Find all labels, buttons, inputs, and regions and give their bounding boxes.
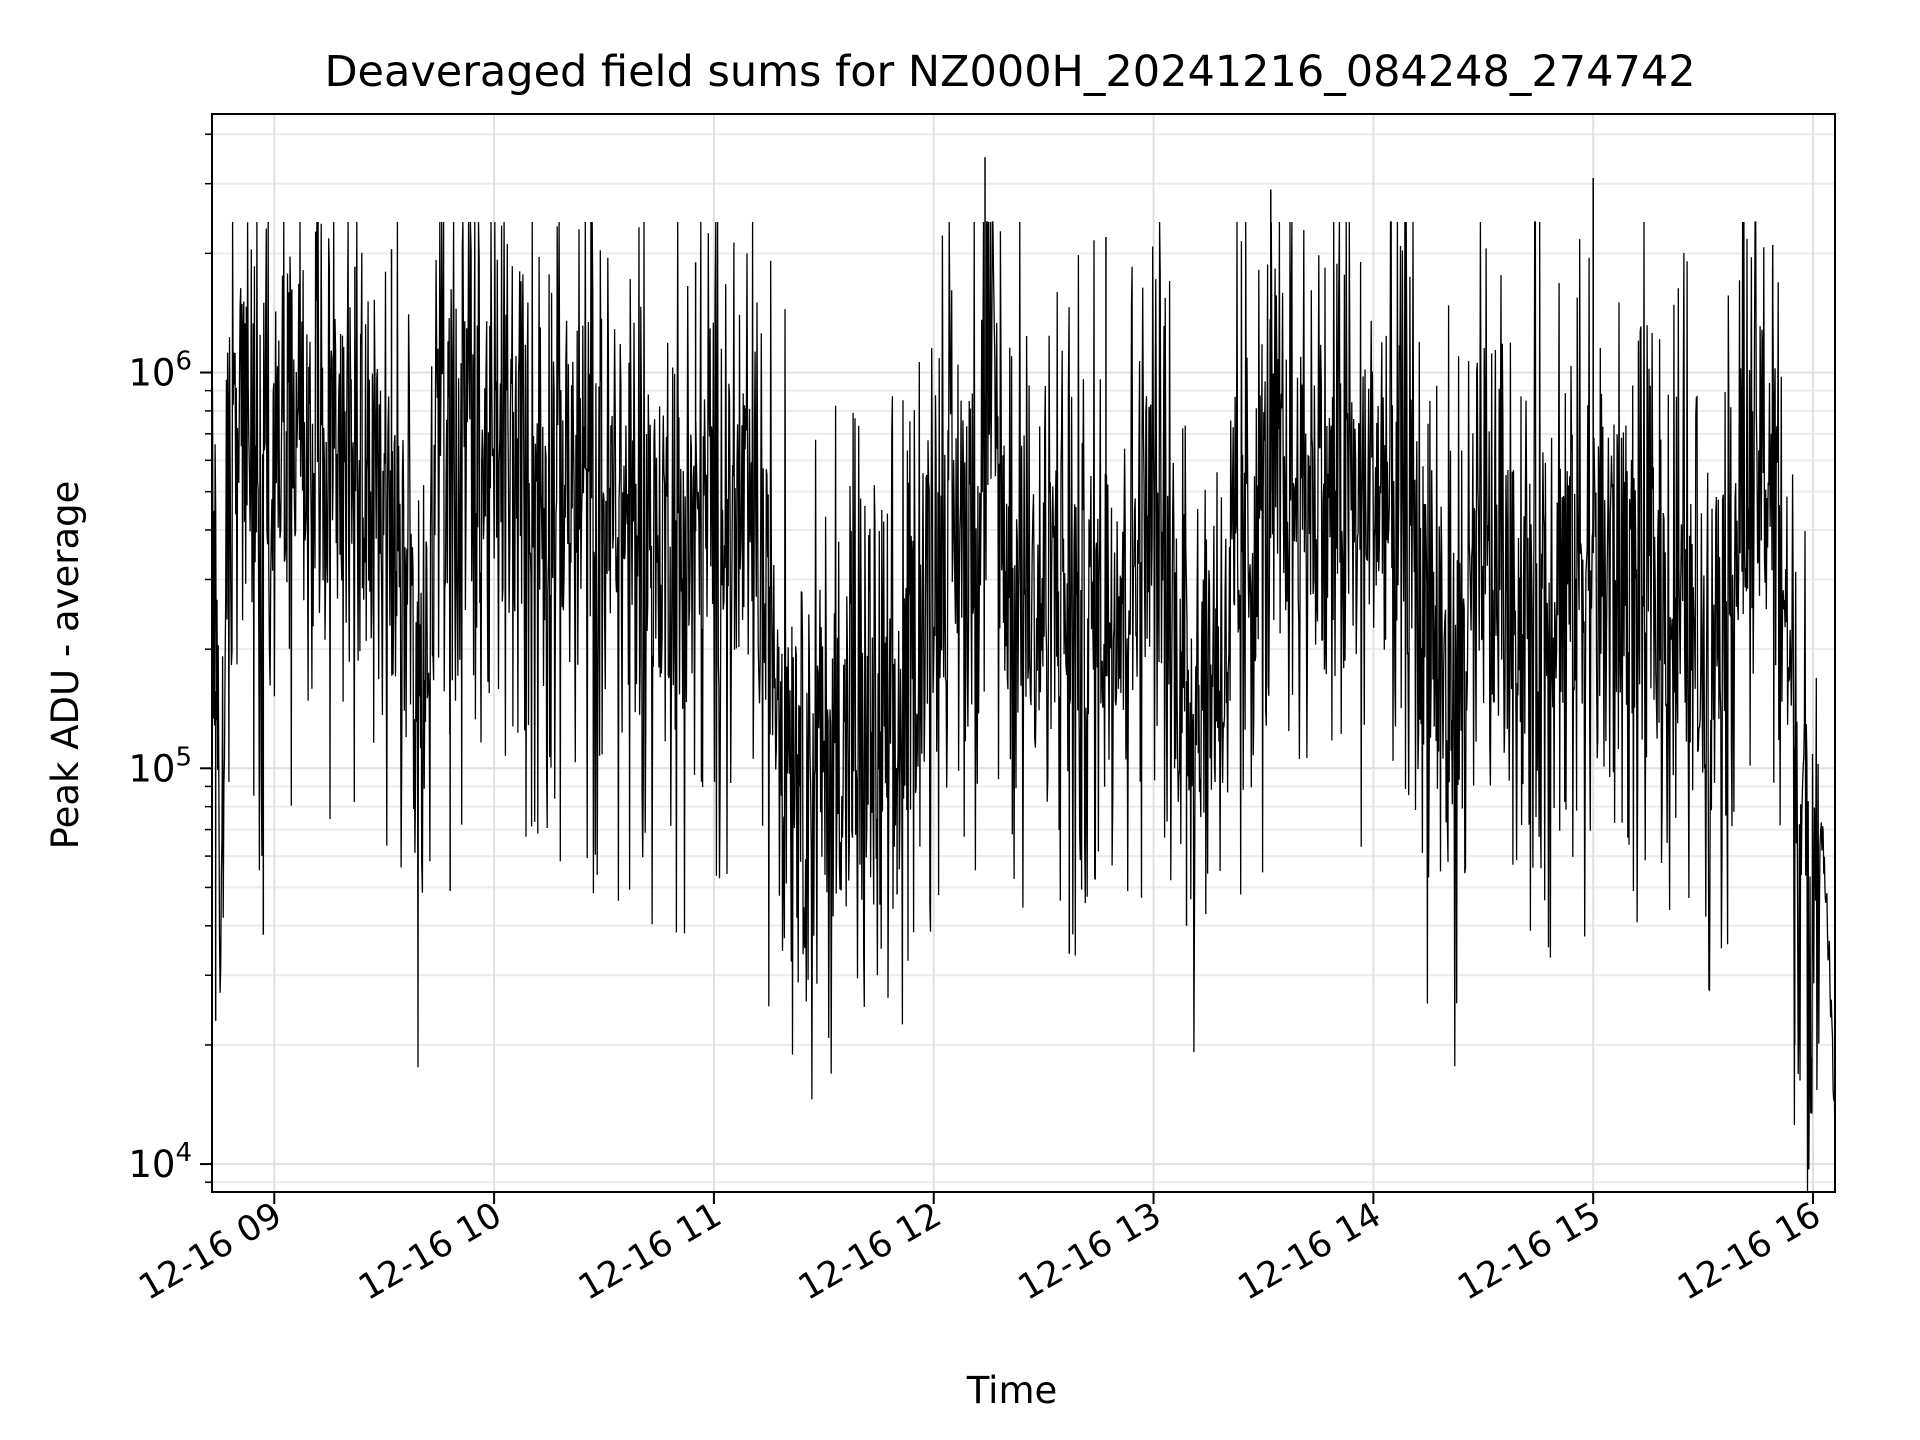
series-0 xyxy=(211,157,1836,1193)
plot-area xyxy=(211,157,1836,1193)
y-tick-label: 105 xyxy=(128,742,192,790)
y-tick-label: 104 xyxy=(128,1138,192,1186)
chart-title: Deaveraged field sums for NZ000H_2024121… xyxy=(324,47,1695,97)
series-line xyxy=(211,221,1836,1193)
y-tick-label: 106 xyxy=(128,347,192,395)
x-axis-label: Time xyxy=(966,1369,1058,1412)
axes-frame xyxy=(211,113,1836,1193)
y-axis-label: Peak ADU - average xyxy=(44,481,87,850)
